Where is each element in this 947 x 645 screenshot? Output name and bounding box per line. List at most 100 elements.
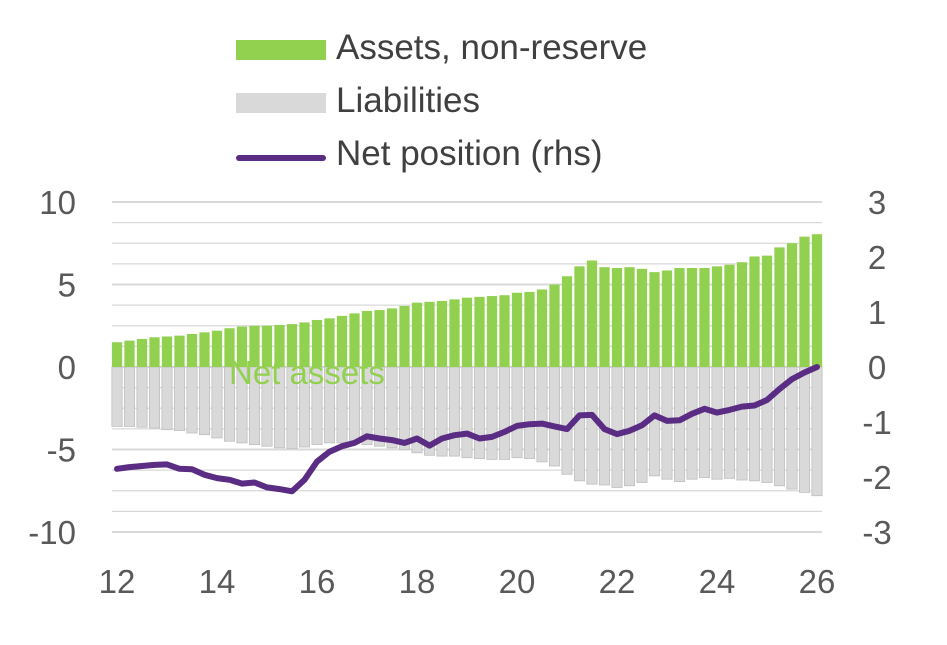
y-right-tick-label: 0 xyxy=(868,349,886,386)
liabilities-bar xyxy=(698,366,711,478)
assets-bar xyxy=(361,310,373,367)
legend-label-net: Net position (rhs) xyxy=(336,134,603,173)
liabilities-bar xyxy=(161,366,173,431)
y-right-tick-label: -3 xyxy=(862,514,891,551)
assets-bar xyxy=(624,267,635,367)
y-left-tick-label: -5 xyxy=(47,432,76,469)
assets-bars xyxy=(111,234,823,367)
assets-bar xyxy=(211,330,223,367)
liabilities-bar xyxy=(198,366,211,436)
liabilities-bar xyxy=(148,366,161,429)
liabilities-bar xyxy=(573,366,586,482)
liabilities-bars xyxy=(111,366,823,497)
assets-bar xyxy=(549,284,560,367)
assets-bar xyxy=(486,296,498,367)
liabilities-bar xyxy=(561,366,573,475)
assets-bar xyxy=(199,332,210,367)
net-assets-annotation: Net assets xyxy=(229,354,385,391)
legend-label-assets: Assets, non-reserve xyxy=(336,28,648,67)
assets-bar xyxy=(261,325,273,367)
assets-bar xyxy=(749,256,760,367)
liabilities-bar xyxy=(798,366,811,493)
liabilities-bar xyxy=(761,366,773,483)
assets-bar xyxy=(811,234,823,367)
assets-bar xyxy=(311,319,323,367)
assets-bar xyxy=(786,243,798,367)
x-tick-label: 22 xyxy=(599,563,636,600)
assets-bar xyxy=(399,305,410,367)
x-tick-label: 20 xyxy=(499,563,536,600)
y-left-tick-label: 10 xyxy=(39,184,76,221)
liabilities-bar xyxy=(473,366,486,459)
assets-bar xyxy=(449,299,460,367)
legend-swatch-liabilities xyxy=(236,93,326,113)
assets-bar xyxy=(711,266,723,367)
assets-bar xyxy=(349,313,360,367)
x-tick-label: 12 xyxy=(99,563,136,600)
liabilities-bar xyxy=(523,366,536,459)
assets-bar xyxy=(111,342,123,367)
assets-bar xyxy=(186,334,198,367)
assets-bar xyxy=(124,340,135,367)
x-tick-label: 24 xyxy=(699,563,736,600)
liabilities-bar xyxy=(448,366,461,457)
liabilities-bar xyxy=(398,366,411,450)
liabilities-bar xyxy=(211,366,223,439)
assets-bar xyxy=(299,322,310,367)
liabilities-bar xyxy=(173,366,186,431)
assets-bar xyxy=(249,325,260,367)
y-right-tick-label: 2 xyxy=(868,239,886,276)
net-position-line-group xyxy=(114,364,820,495)
assets-bar xyxy=(724,264,735,367)
assets-bar xyxy=(136,338,148,367)
liabilities-bar xyxy=(498,366,511,460)
assets-bar xyxy=(736,262,748,367)
assets-bar xyxy=(324,318,335,367)
assets-bar xyxy=(524,291,535,367)
legend-swatch-assets xyxy=(236,40,326,60)
y-right-tick-label: 3 xyxy=(868,184,886,221)
assets-bar xyxy=(699,268,710,367)
y-right-tick-label: -1 xyxy=(862,404,891,441)
assets-bar xyxy=(424,301,435,367)
liabilities-bar xyxy=(386,366,398,449)
x-tick-label: 18 xyxy=(399,563,436,600)
y-left-tick-label: 0 xyxy=(58,349,76,386)
assets-bar xyxy=(636,268,648,367)
liabilities-bar xyxy=(748,366,761,482)
assets-bar xyxy=(161,336,173,367)
assets-bar xyxy=(686,268,698,367)
assets-bar xyxy=(561,276,573,367)
assets-bar xyxy=(799,236,810,367)
liabilities-bar xyxy=(111,366,123,427)
assets-bar xyxy=(774,247,785,367)
assets-bar xyxy=(336,315,348,367)
liabilities-bar xyxy=(511,366,523,459)
assets-bar xyxy=(511,292,523,367)
assets-bar xyxy=(236,326,248,367)
assets-bar xyxy=(474,296,485,367)
assets-bar xyxy=(649,272,660,367)
assets-bar xyxy=(461,297,473,367)
x-tick-label: 14 xyxy=(199,563,236,600)
liabilities-bar xyxy=(548,366,561,467)
liabilities-bar xyxy=(461,366,473,459)
assets-bar xyxy=(286,324,298,367)
liabilities-bar xyxy=(486,366,498,460)
y-left-tick-label: 5 xyxy=(58,267,76,304)
y-right-tick-label: -2 xyxy=(862,459,891,496)
liabilities-bar xyxy=(711,366,723,480)
assets-bar xyxy=(224,328,235,367)
assets-bar xyxy=(149,337,160,367)
assets-bar xyxy=(499,295,510,367)
x-tick-label: 16 xyxy=(299,563,336,600)
assets-bar xyxy=(661,270,673,367)
legend-label-liabilities: Liabilities xyxy=(336,81,480,120)
liabilities-bar xyxy=(123,366,136,427)
liabilities-bar xyxy=(186,366,198,434)
assets-bar xyxy=(411,302,423,367)
assets-bar xyxy=(611,268,623,367)
liabilities-bar xyxy=(536,366,548,463)
